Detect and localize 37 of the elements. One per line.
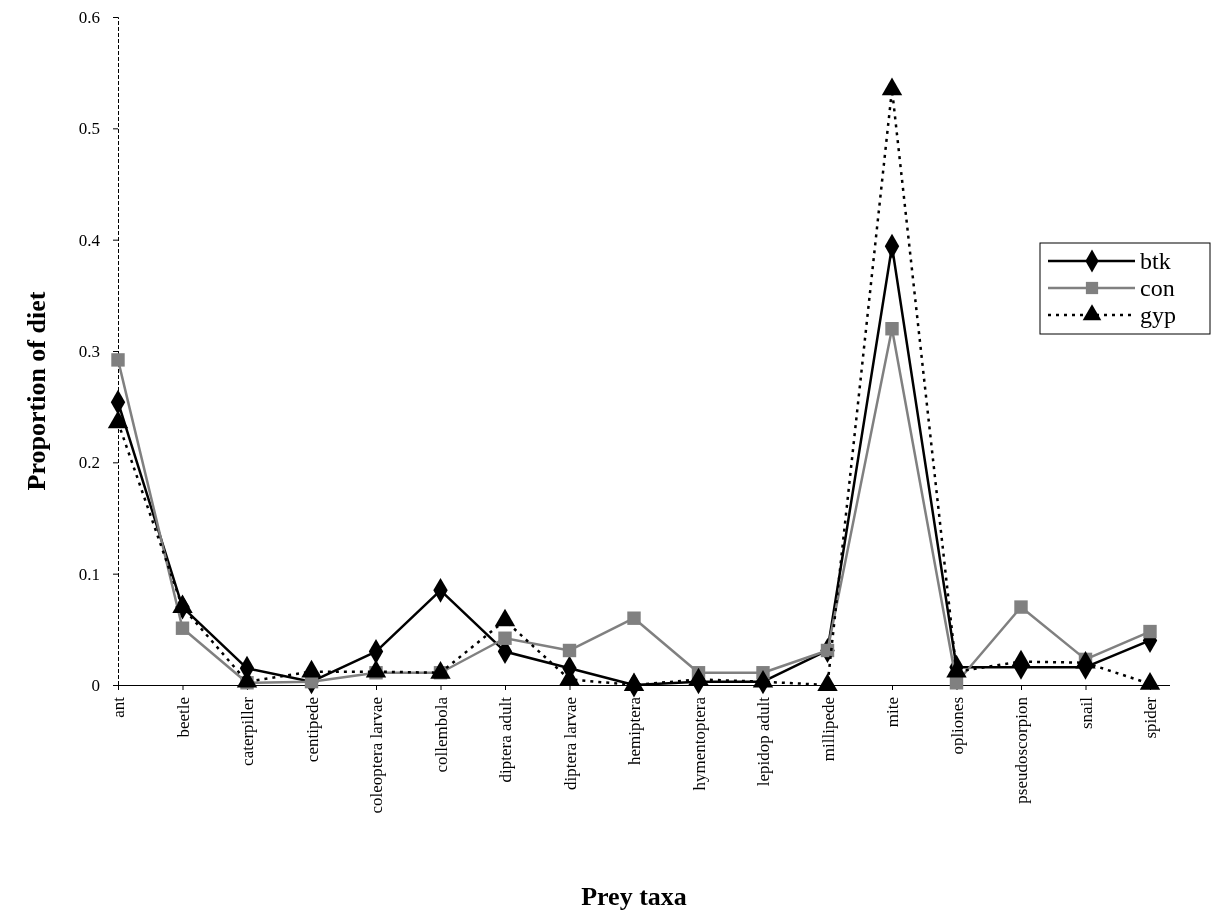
x-tick-label: snail	[1076, 696, 1096, 730]
y-tick-label: 0.2	[78, 453, 100, 473]
x-tick-label: beetle	[173, 697, 193, 738]
x-tick-label: hemiptera	[625, 696, 645, 765]
x-tick-label: coleoptera larvae	[367, 697, 387, 814]
x-tick-label: millipede	[818, 697, 838, 762]
x-tick-label: spider	[1141, 696, 1161, 739]
x-axis-title: Prey taxa	[581, 882, 687, 911]
y-tick-label: 0.1	[78, 564, 100, 584]
point	[175, 621, 190, 635]
y-tick-label: 0.5	[78, 119, 100, 139]
x-tick-label: hymentoptera	[689, 696, 709, 791]
x-tick-label: lepidop adult	[754, 696, 774, 787]
legend-label: gyp	[1140, 302, 1176, 329]
x-tick-label: collembola	[431, 696, 451, 773]
legend-label: con	[1140, 275, 1175, 302]
point	[111, 353, 125, 367]
point	[1143, 624, 1157, 639]
point	[1014, 600, 1028, 614]
x-tick-label: pseudoscorpion	[1012, 696, 1032, 804]
y-tick-label: 0.4	[78, 230, 101, 250]
point	[885, 322, 899, 336]
x-tick-label: opliones	[947, 697, 967, 755]
point	[498, 631, 512, 645]
x-tick-label: diptera larvae	[560, 697, 580, 790]
x-tick-label: caterpiller	[238, 696, 258, 766]
y-axis-title: Proportion of diet	[22, 291, 51, 491]
x-tick-label: mite	[883, 697, 903, 728]
x-tick-label: ant	[109, 696, 129, 718]
y-tick-label: 0.3	[78, 341, 100, 361]
y-tick-label: 0	[91, 675, 100, 695]
point	[562, 643, 577, 658]
point	[627, 611, 641, 625]
y-tick-label: 0.6	[78, 7, 100, 27]
x-tick-label: centipede	[302, 697, 322, 763]
legend-label: btk	[1140, 248, 1171, 275]
x-tick-label: diptera adult	[496, 696, 516, 783]
